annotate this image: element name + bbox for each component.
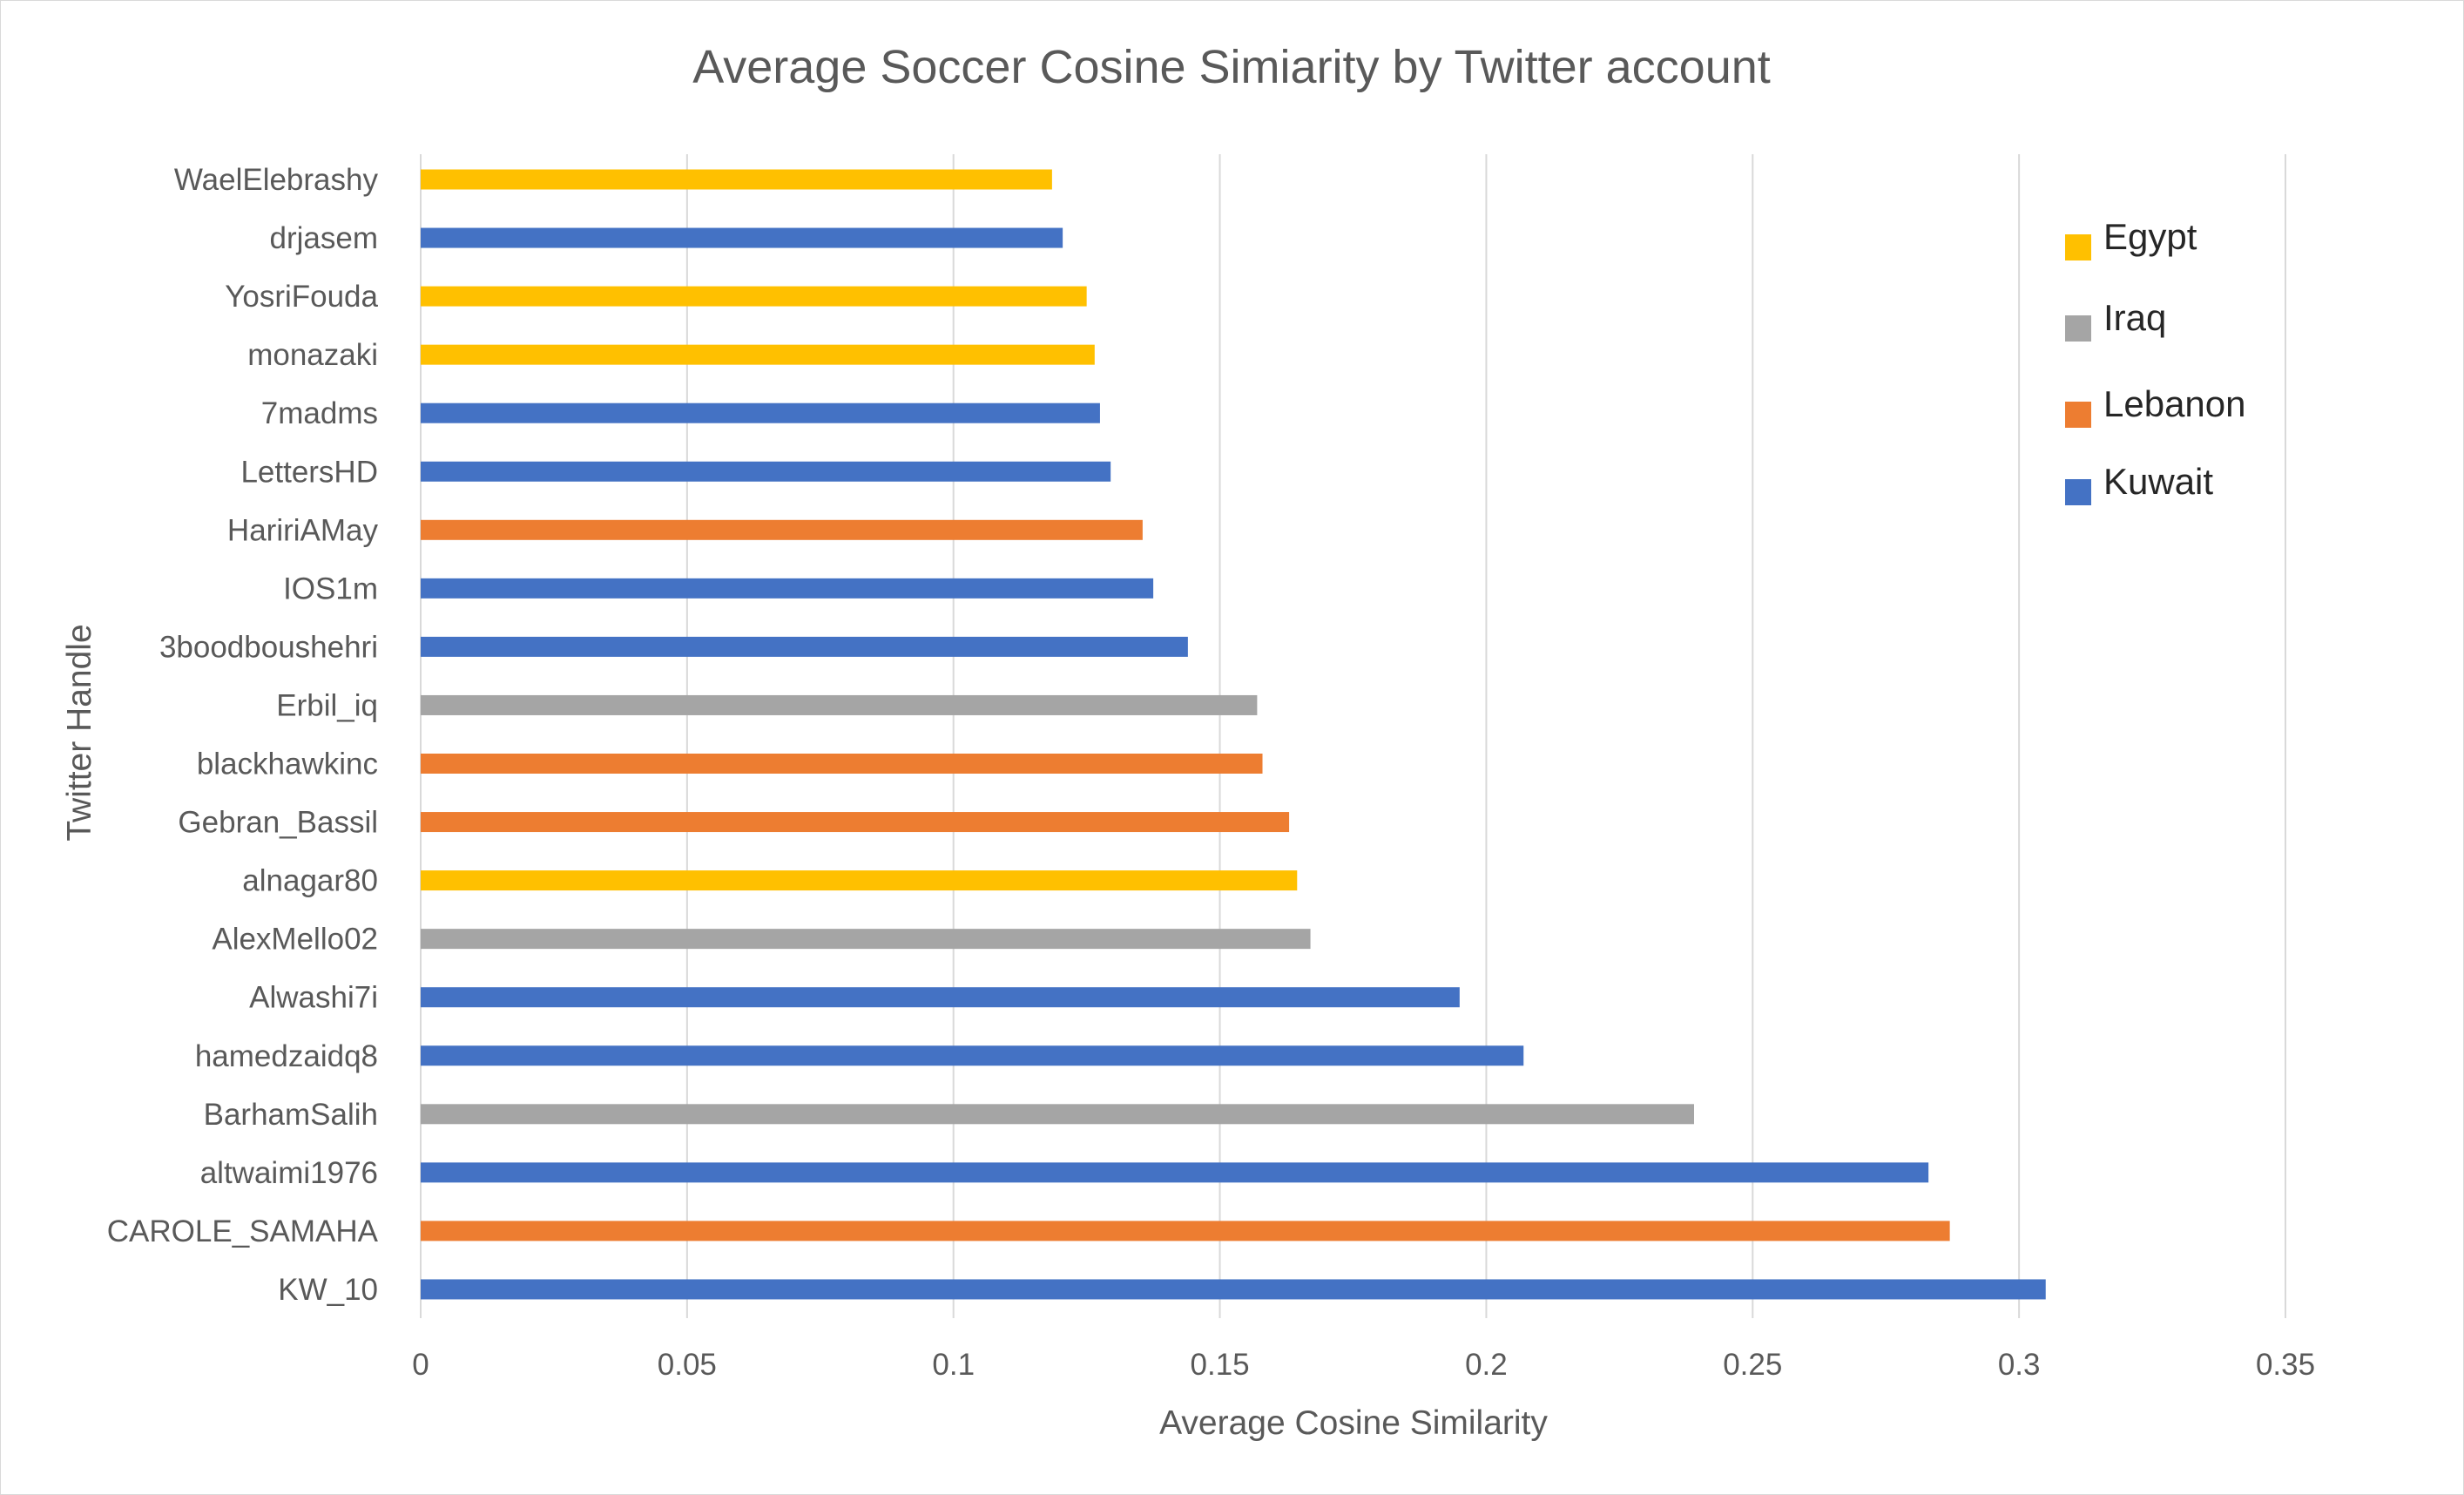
y-tick-label: Alwashi7i [249, 981, 378, 1015]
bars [421, 169, 2046, 1300]
legend-label-egypt: Egypt [2103, 216, 2197, 257]
y-tick-label: CAROLE_SAMAHA [107, 1214, 379, 1248]
y-tick-label: AlexMello02 [212, 923, 378, 957]
bar-7madms [421, 402, 1100, 423]
bar-alnagar80 [421, 870, 1298, 891]
y-tick-label: Erbil_iq [276, 688, 378, 722]
bar-Gebran_Bassil [421, 812, 1290, 833]
bar-drjasem [421, 227, 1063, 248]
y-tick-label: 3boodboushehri [159, 630, 378, 664]
legend-label-lebanon: Lebanon [2103, 383, 2246, 424]
y-tick-label: WaelElebrashy [174, 163, 379, 197]
y-tick-label: blackhawkinc [197, 748, 378, 781]
y-tick-label: BarhamSalih [204, 1098, 378, 1132]
x-tick-label: 0.2 [1465, 1348, 1508, 1382]
bar-AlexMello02 [421, 929, 1311, 950]
y-tick-label: altwaimi1976 [200, 1156, 378, 1190]
legend: Egypt Iraq Lebanon Kuwait [2065, 216, 2246, 505]
legend-label-iraq: Iraq [2103, 297, 2166, 338]
bar-LettersHD [421, 461, 1111, 482]
y-tick-label: hamedzaidq8 [195, 1039, 378, 1073]
bar-Erbil_iq [421, 694, 1258, 715]
chart-title: Average Soccer Cosine Simiarity by Twitt… [692, 41, 1771, 93]
bar-Alwashi7i [421, 987, 1460, 1008]
bar-IOS1m [421, 578, 1154, 599]
legend-label-kuwait: Kuwait [2103, 461, 2213, 502]
bar-altwaimi1976 [421, 1162, 1929, 1183]
legend-swatch-egypt [2065, 234, 2091, 260]
y-tick-label: IOS1m [283, 572, 378, 605]
bar-YosriFouda [421, 286, 1087, 307]
bar-CAROLE_SAMAHA [421, 1221, 1950, 1241]
bar-KW_10 [421, 1279, 2046, 1300]
y-tick-label: YosriFouda [225, 280, 378, 314]
y-axis-title: Twitter Handle [61, 624, 98, 841]
x-axis-title: Average Cosine Similarity [1159, 1404, 1548, 1442]
y-tick-label: KW_10 [278, 1273, 378, 1307]
bar-HaririAMay [421, 519, 1143, 540]
bar-BarhamSalih [421, 1104, 1694, 1125]
x-tick-label: 0.3 [1998, 1348, 2041, 1382]
y-tick-label: alnagar80 [242, 864, 378, 898]
bar-monazaki [421, 344, 1095, 365]
x-tick-label: 0.35 [2256, 1348, 2315, 1382]
y-tick-label: HaririAMay [227, 513, 379, 547]
y-axis-tick-labels: WaelElebrashy drjasem YosriFouda monazaki 7m… [107, 163, 379, 1307]
x-tick-label: 0 [412, 1348, 429, 1382]
bar-3boodboushehri [421, 636, 1188, 657]
y-tick-label: Gebran_Bassil [178, 806, 378, 840]
legend-swatch-kuwait [2065, 479, 2091, 505]
bar-blackhawkinc [421, 754, 1263, 774]
y-tick-label: monazaki [247, 338, 378, 372]
bar-hamedzaidq8 [421, 1045, 1524, 1066]
y-tick-label: LettersHD [240, 455, 378, 489]
x-tick-label: 0.25 [1723, 1348, 1782, 1382]
legend-swatch-iraq [2065, 315, 2091, 342]
gridlines [420, 154, 2286, 1318]
y-tick-label: drjasem [270, 221, 378, 255]
bar-WaelElebrashy [421, 169, 1052, 190]
y-tick-label: 7madms [261, 396, 378, 430]
x-tick-label: 0.15 [1191, 1348, 1250, 1382]
x-axis-tick-labels: 0 0.05 0.1 0.15 0.2 0.25 0.3 0.35 [412, 1348, 2315, 1382]
x-tick-label: 0.1 [932, 1348, 975, 1382]
x-tick-label: 0.05 [658, 1348, 717, 1382]
legend-swatch-lebanon [2065, 402, 2091, 428]
